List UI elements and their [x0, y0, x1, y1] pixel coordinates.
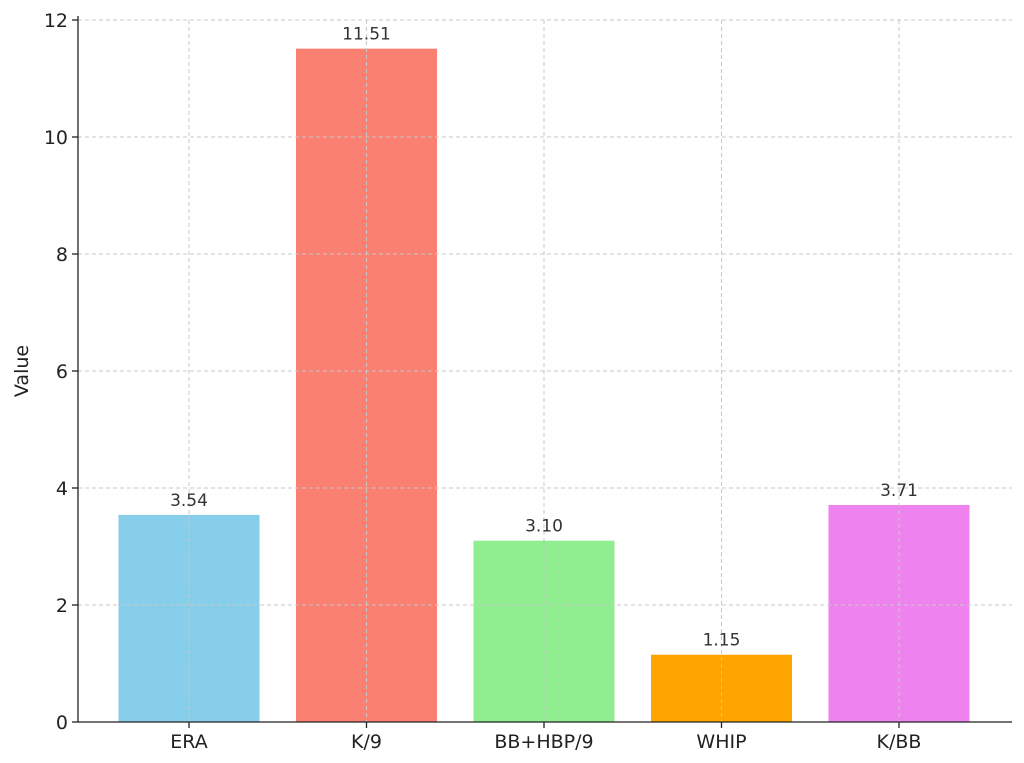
x-tick-label: K/9	[351, 731, 382, 753]
axis-layer	[72, 16, 1012, 728]
x-tick-label: WHIP	[696, 731, 746, 753]
label-layer: 0 2 4 6 8 10 12 3.54 11.51 3.10 1.15 3.71 ERA K/9 BB+H…	[44, 10, 922, 753]
x-tick-label: BB+HBP/9	[494, 731, 593, 753]
bar-value-label: 3.10	[525, 517, 563, 537]
bar-value-label: 3.54	[170, 491, 208, 511]
y-tick-label: 4	[56, 478, 68, 500]
bar-value-label: 3.71	[880, 481, 918, 501]
x-tick-label: K/BB	[877, 731, 922, 753]
bar-value-label: 1.15	[703, 631, 741, 651]
bar-k-bb	[828, 504, 970, 722]
y-axis-title: Value	[11, 345, 33, 397]
y-tick-label: 0	[56, 712, 68, 734]
y-tick-label: 10	[44, 127, 68, 149]
bar-value-label: 11.51	[342, 25, 391, 45]
y-tick-label: 12	[44, 10, 68, 32]
x-tick-label: ERA	[170, 731, 207, 753]
y-tick-label: 8	[56, 244, 68, 266]
y-tick-label: 6	[56, 361, 68, 383]
grid-layer	[78, 19, 1012, 723]
y-tick-label: 2	[56, 595, 68, 617]
